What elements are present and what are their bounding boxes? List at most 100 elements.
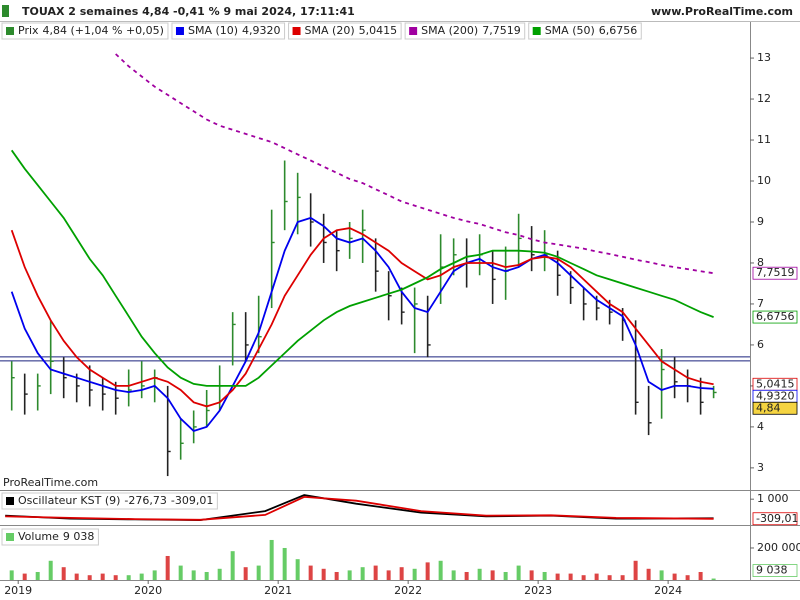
volume-bar (230, 551, 235, 580)
legend-text: SMA (20) (305, 24, 355, 37)
volume-bar (698, 571, 703, 580)
line-series (10, 227, 714, 408)
value-box-label: 4,84 (756, 401, 781, 414)
y-tick-label: 7 (757, 297, 764, 310)
volume-bar (646, 568, 651, 580)
legend-item: SMA (50) 6,6756 (528, 22, 642, 40)
volume-bar (321, 568, 326, 580)
volume-bar (113, 575, 118, 580)
volume-bar (529, 570, 534, 580)
x-tick-label: 2020 (134, 584, 162, 597)
volume-bar (490, 570, 495, 580)
volume-bar (152, 570, 157, 580)
legend-bg (1, 528, 99, 546)
y-tick-label: 13 (757, 51, 771, 64)
x-tick-label: 2021 (264, 584, 292, 597)
legend-bg (288, 22, 402, 40)
ohlc-bar (101, 377, 106, 411)
ohlc-bar (127, 369, 132, 407)
legend-bg (404, 22, 526, 40)
ohlc-bar (179, 418, 184, 460)
volume-bar (399, 567, 404, 580)
legend-item: Volume 9 038 (1, 528, 99, 546)
legend-text: 9 038 (63, 530, 95, 543)
y-tick-label: 3 (757, 461, 764, 474)
ohlc-bar (23, 373, 28, 415)
value-box (752, 512, 798, 526)
x-tick-label: 2019 (4, 584, 32, 597)
ohlc-bar (673, 357, 678, 399)
value-box (752, 310, 798, 324)
volume-bar (269, 539, 274, 580)
legend-text: 4,9320 (242, 24, 281, 37)
legend-swatch (6, 27, 14, 35)
value-box (752, 564, 798, 577)
ohlc-bar (88, 365, 93, 407)
legend-swatch (292, 27, 301, 35)
legend-swatch (175, 27, 184, 35)
ohlc-bar (192, 410, 197, 444)
volume-bar (295, 559, 300, 580)
legend-text: 7,7519 (482, 24, 521, 37)
panel (5, 494, 714, 522)
value-box-label: 7,7519 (756, 266, 795, 279)
legend-bg (528, 22, 642, 40)
ohlc-bar (205, 390, 210, 427)
volume-bar (451, 570, 456, 580)
volume-bar (607, 575, 612, 580)
ohlc-bar (634, 320, 639, 415)
header-site: www.ProRealTime.com (651, 5, 793, 18)
panel (0, 53, 750, 477)
ohlc-bar (647, 385, 652, 436)
ohlc-bar (309, 193, 314, 247)
volume-bar (659, 570, 664, 580)
ohlc-bar (582, 287, 587, 321)
y-tick-label: 10 (757, 174, 771, 187)
volume-bar (308, 565, 313, 580)
ohlc-bar (361, 209, 366, 263)
legend-bg (1, 22, 169, 40)
legend-swatch (6, 533, 14, 541)
volume-bar (672, 573, 677, 580)
line-series (115, 53, 714, 275)
ohlc-bar (491, 250, 496, 304)
value-box-label: 6,6756 (756, 310, 795, 323)
x-tick-label: 2024 (654, 584, 682, 597)
volume-bar (9, 570, 14, 580)
ohlc-bar (36, 373, 41, 411)
volume-bar (542, 571, 547, 580)
value-box-label: 9 038 (756, 564, 788, 577)
volume-bar (100, 573, 105, 580)
volume-bar (139, 573, 144, 580)
volume-bar (61, 567, 66, 580)
legend-swatch (532, 27, 541, 35)
volume-bar (347, 570, 352, 580)
legend-item: SMA (10) 4,9320 (171, 22, 286, 40)
volume-bar (282, 547, 287, 580)
y-tick-label: 4 (757, 420, 764, 433)
y-tick-label: 8 (757, 256, 764, 269)
volume-bar (360, 567, 365, 580)
legend-text: 4,84 (+1,04 % +0,05) (43, 24, 164, 37)
ohlc-bar (426, 295, 431, 358)
line-series (10, 216, 714, 433)
volume-bar (386, 570, 391, 580)
ohlc-bar (413, 287, 418, 354)
volume-bar (503, 571, 508, 580)
ohlc-bar (140, 361, 145, 399)
volume-bar (685, 575, 690, 580)
volume-bar (35, 571, 40, 580)
volume-bar (165, 555, 170, 580)
volume-bar (334, 571, 339, 580)
volume-bar (516, 565, 521, 580)
volume-bar (204, 571, 209, 580)
volume-bar (438, 560, 443, 580)
volume-bar (217, 568, 222, 580)
volume-bar (581, 575, 586, 580)
legend-item: Oscillateur KST (9) -276,73 -309,01 (1, 492, 218, 510)
header-title: TOUAX 2 semaines 4,84 -0,41 % 9 mai 2024… (22, 5, 355, 18)
ohlc-bar (530, 226, 535, 272)
watermark: ProRealTime.com (3, 476, 98, 489)
legend-text: 6,6756 (599, 24, 638, 37)
